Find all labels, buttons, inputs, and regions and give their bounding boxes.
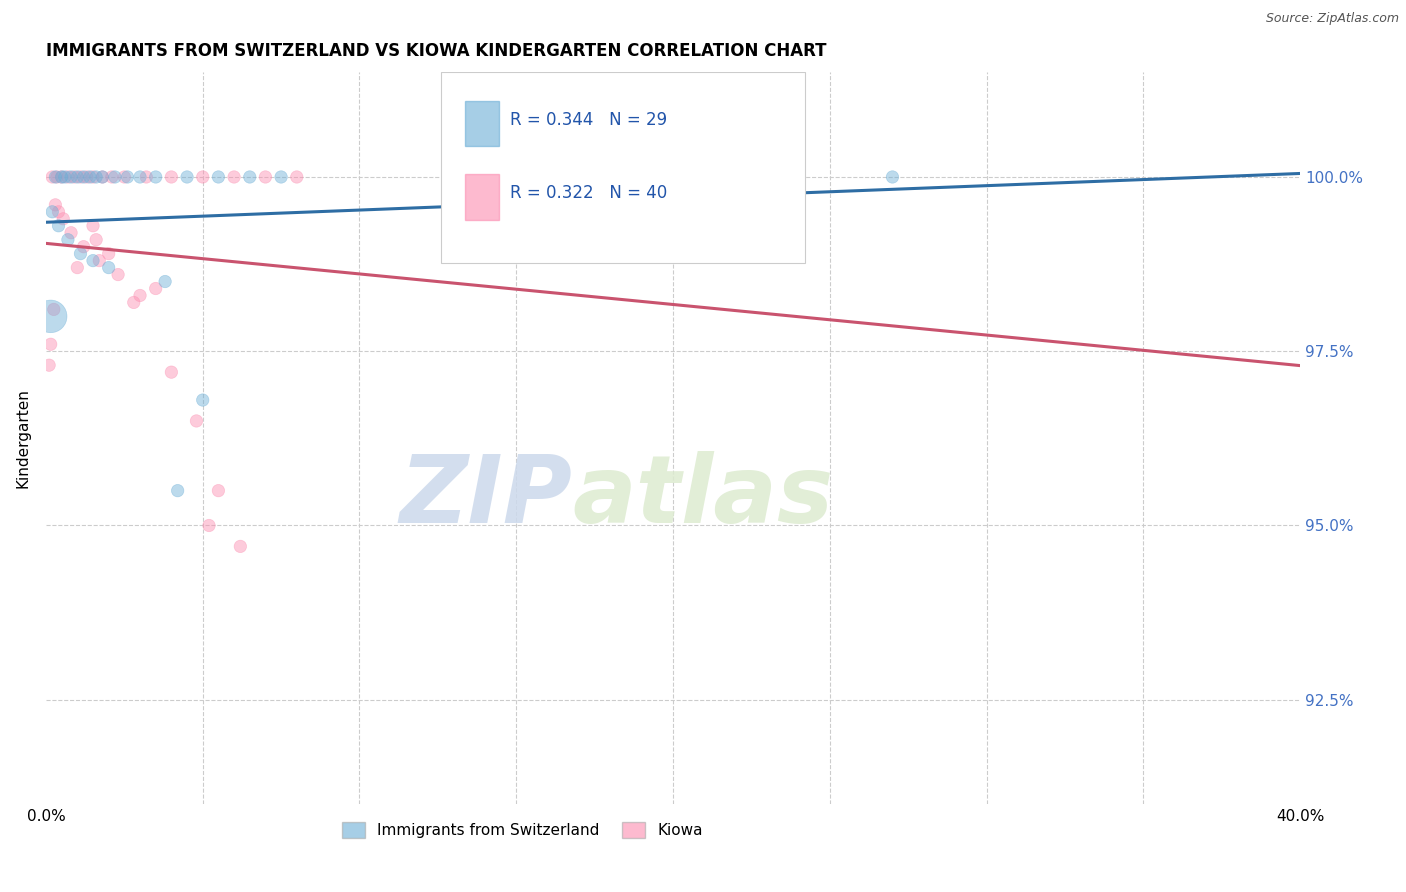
Point — [63, 169, 86, 184]
Point — [38, 358, 60, 372]
Point — [46, 169, 69, 184]
Point — [60, 226, 83, 240]
Point — [97, 260, 120, 275]
Text: IMMIGRANTS FROM SWITZERLAND VS KIOWA KINDERGARTEN CORRELATION CHART: IMMIGRANTS FROM SWITZERLAND VS KIOWA KIN… — [46, 42, 827, 60]
Y-axis label: Kindergarten: Kindergarten — [15, 388, 30, 488]
Point — [91, 169, 114, 184]
Point — [176, 169, 198, 184]
Point — [166, 483, 188, 498]
Point — [101, 169, 124, 184]
Point — [51, 169, 73, 184]
Point — [82, 219, 104, 233]
Point — [239, 169, 262, 184]
Point — [41, 169, 63, 184]
Point — [60, 169, 83, 184]
Point — [198, 518, 221, 533]
Point — [191, 392, 214, 407]
Point — [122, 295, 145, 310]
Point — [107, 268, 129, 282]
Point — [207, 169, 229, 184]
Point — [254, 169, 277, 184]
Point — [56, 233, 79, 247]
Point — [41, 204, 63, 219]
Point — [662, 169, 685, 184]
Point — [48, 204, 70, 219]
Point — [104, 169, 127, 184]
Point — [145, 169, 167, 184]
Point — [82, 169, 104, 184]
Point — [160, 169, 183, 184]
Point — [72, 169, 94, 184]
Point — [56, 169, 79, 184]
Point — [82, 253, 104, 268]
Point — [89, 253, 111, 268]
FancyBboxPatch shape — [441, 72, 804, 263]
Point — [84, 233, 107, 247]
FancyBboxPatch shape — [465, 101, 499, 146]
Point — [66, 260, 89, 275]
Point — [153, 275, 176, 289]
Point — [72, 240, 94, 254]
Point — [135, 169, 157, 184]
Point — [42, 302, 65, 317]
Point — [39, 310, 62, 324]
Text: R = 0.322   N = 40: R = 0.322 N = 40 — [510, 184, 668, 202]
Point — [39, 337, 62, 351]
FancyBboxPatch shape — [465, 174, 499, 219]
Point — [48, 219, 70, 233]
Point — [160, 365, 183, 379]
Point — [882, 169, 904, 184]
Legend: Immigrants from Switzerland, Kiowa: Immigrants from Switzerland, Kiowa — [336, 816, 709, 844]
Point — [91, 169, 114, 184]
Point — [44, 198, 66, 212]
Point — [76, 169, 98, 184]
Point — [285, 169, 308, 184]
Point — [44, 169, 66, 184]
Point — [630, 169, 652, 184]
Point — [222, 169, 245, 184]
Point — [97, 246, 120, 260]
Point — [129, 288, 152, 302]
Text: ZIP: ZIP — [399, 451, 572, 543]
Point — [270, 169, 292, 184]
Point — [229, 540, 252, 554]
Point — [69, 169, 91, 184]
Point — [112, 169, 135, 184]
Point — [129, 169, 152, 184]
Point — [117, 169, 139, 184]
Text: atlas: atlas — [572, 451, 834, 543]
Point — [191, 169, 214, 184]
Point — [145, 281, 167, 295]
Point — [79, 169, 101, 184]
Point — [53, 169, 76, 184]
Text: Source: ZipAtlas.com: Source: ZipAtlas.com — [1265, 12, 1399, 25]
Point — [51, 169, 73, 184]
Point — [207, 483, 229, 498]
Point — [69, 246, 91, 260]
Point — [84, 169, 107, 184]
Point — [52, 211, 75, 226]
Point — [186, 414, 208, 428]
Point — [66, 169, 89, 184]
Text: R = 0.344   N = 29: R = 0.344 N = 29 — [510, 111, 666, 129]
